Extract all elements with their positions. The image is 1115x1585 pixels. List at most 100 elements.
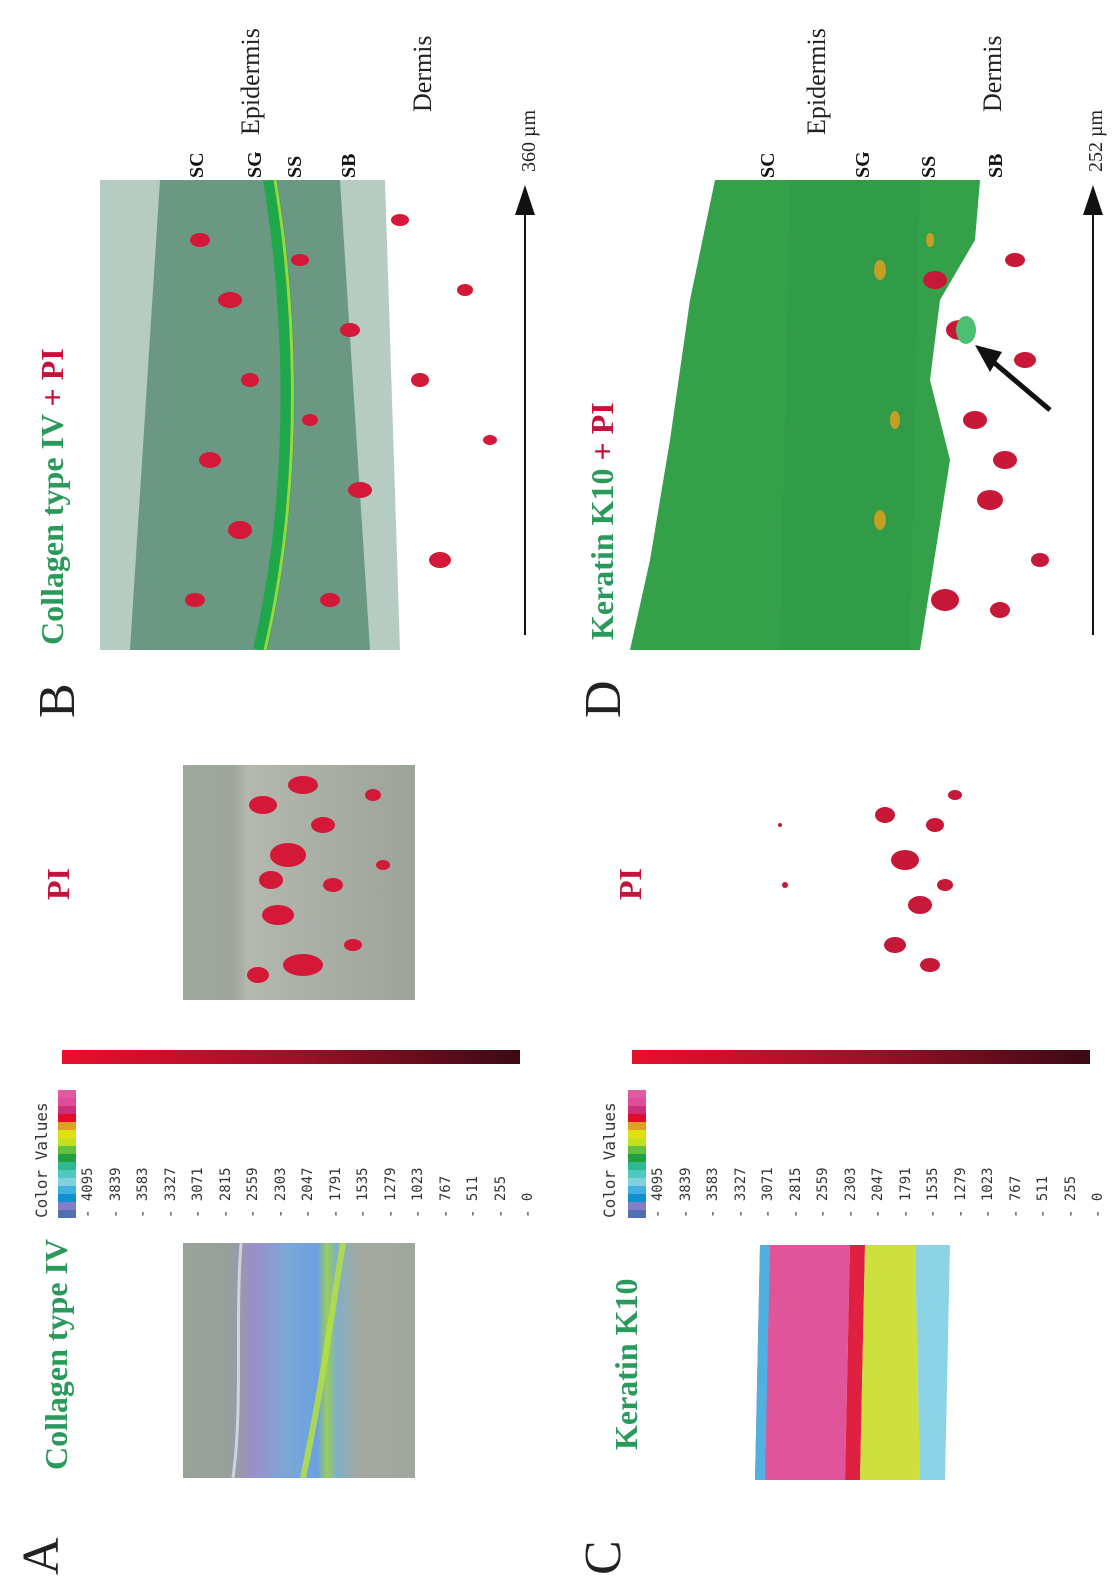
pi-nuclei-top <box>247 776 390 983</box>
colorbar-bottom-tick-2303: - 2303 <box>842 1167 859 1218</box>
panel-b-title-red: PI <box>34 348 70 381</box>
red-gradient-bar-top <box>62 1050 520 1064</box>
colorbar-top-tick-1535: - 1535 <box>355 1167 371 1218</box>
merge-d-art <box>630 180 1060 650</box>
colorbar-bottom-swatch-11 <box>628 1178 646 1186</box>
colorbar-bottom-tick-1279: - 1279 <box>952 1167 969 1218</box>
colorbar-bottom-swatch-9 <box>628 1162 646 1170</box>
colorbar-top-swatch-15 <box>58 1210 76 1218</box>
scale-arrow-b <box>515 185 535 635</box>
colorbar-bottom-swatch-8 <box>628 1154 646 1162</box>
colorbar-top-tick-3583: - 3583 <box>135 1167 151 1218</box>
region-dermis-d: Dermis <box>978 35 1007 112</box>
panel-d-title: Keratin K10 + PI <box>584 402 621 640</box>
panel-letter-a: A <box>13 1537 70 1575</box>
merge-image-d <box>630 180 1060 650</box>
colorbar-top-swatch-7 <box>58 1146 76 1154</box>
colorbar-bottom-tick-3327: - 3327 <box>732 1167 749 1218</box>
colorbar-bottom-tick-4095: - 4095 <box>650 1167 666 1218</box>
region-epidermis-d: Epidermis <box>802 28 831 135</box>
colorbar-bottom-swatch-13 <box>628 1194 646 1202</box>
colorbar-swatches-top <box>58 1090 76 1218</box>
colorbar-top-tick-2815: - 2815 <box>217 1167 234 1218</box>
colorbar-bottom-swatch-1 <box>628 1098 646 1106</box>
colorbar-top-tick-0: - 0 <box>520 1192 536 1218</box>
panel-letter-b: B <box>29 683 86 718</box>
keratin-layers <box>755 1245 950 1480</box>
colorbar-top-tick-255: - 255 <box>492 1175 509 1218</box>
colorbar-bottom-swatch-6 <box>628 1138 646 1146</box>
panel-b-title-green: Collagen type IV <box>34 414 70 645</box>
colorbar-bottom-tick-1535: - 1535 <box>925 1167 941 1218</box>
colorbar-bottom-tick-1791: - 1791 <box>897 1167 914 1218</box>
colorbar-top-tick-1279: - 1279 <box>382 1167 399 1218</box>
layer-label-sc-d: SC <box>757 152 779 178</box>
layer-label-sb-d: SB <box>985 153 1007 178</box>
panel-d-title-red: PI <box>584 402 620 435</box>
pi-phase-image-top <box>183 765 415 1000</box>
colorbar-top-swatch-14 <box>58 1202 76 1210</box>
keratin-image <box>755 1245 965 1480</box>
colorbar-bottom-tick-2559: - 2559 <box>815 1167 831 1218</box>
colorbar-bottom-tick-255: - 255 <box>1062 1175 1079 1218</box>
colorbar-top-swatch-5 <box>58 1130 76 1138</box>
region-epidermis-b: Epidermis <box>236 28 265 135</box>
layer-label-sg-d: SG <box>852 151 874 178</box>
merge-b-art <box>100 180 520 650</box>
panel-b-title: Collagen type IV + PI <box>34 348 71 645</box>
region-dermis-b: Dermis <box>408 35 437 112</box>
colorbar-bottom-swatch-7 <box>628 1146 646 1154</box>
colorbar-top-tick-3071: - 3071 <box>190 1167 206 1218</box>
colorbar-bottom-tick-3071: - 3071 <box>760 1167 776 1218</box>
layer-label-ss-d: SS <box>918 155 940 178</box>
colorbar-top-swatch-6 <box>58 1138 76 1146</box>
scale-label-d: 252 µm <box>1085 109 1107 172</box>
panel-c-title: Keratin K10 <box>608 1278 644 1450</box>
colorbar-top-swatch-8 <box>58 1154 76 1162</box>
panel-letter-c: C <box>575 1540 632 1575</box>
colorbar-top-tick-4095: - 4095 <box>80 1167 96 1218</box>
merge-image-b <box>100 180 520 650</box>
colorbar-top-swatch-0 <box>58 1090 76 1098</box>
colorbar-bottom-tick-3583: - 3583 <box>705 1167 721 1218</box>
layer-label-sb-b: SB <box>338 153 360 178</box>
layer-label-ss-b: SS <box>284 155 306 178</box>
colorbar-top-tick-2047: - 2047 <box>300 1167 316 1218</box>
colorbar-top-swatch-10 <box>58 1170 76 1178</box>
colorbar-bottom-tick-2815: - 2815 <box>787 1167 804 1218</box>
panel-d-title-plus: + <box>584 434 620 469</box>
colorbar-ticks-top: - 4095 - 3839 - 3583 - 3327 - 3071 - 2815 - 25… <box>80 1080 536 1220</box>
colorbar-bottom-tick-2047: - 2047 <box>870 1167 886 1218</box>
colorbar-bottom-tick-767: - 767 <box>1007 1175 1024 1218</box>
pi-nuclei-bottom <box>778 790 962 972</box>
colorbar-swatches-bottom <box>628 1090 646 1218</box>
colorbar-top-tick-1791: - 1791 <box>327 1167 344 1218</box>
colorbar-top-tick-511: - 511 <box>465 1175 481 1218</box>
colorbar-top-swatch-3 <box>58 1114 76 1122</box>
pi-label-bottom: PI <box>612 868 648 900</box>
colorbar-top-swatch-2 <box>58 1106 76 1114</box>
panel-b-title-plus: + <box>34 380 70 415</box>
colorbar-heading-top: Color Values <box>32 1102 51 1218</box>
colorbar-bottom-swatch-10 <box>628 1170 646 1178</box>
colorbar-bottom-tick-1023: - 1023 <box>980 1167 996 1218</box>
colorbar-top-tick-2559: - 2559 <box>245 1167 261 1218</box>
colorbar-bottom-swatch-0 <box>628 1090 646 1098</box>
layer-label-sc-b: SC <box>186 152 208 178</box>
colorbar-bottom-tick-511: - 511 <box>1035 1175 1051 1218</box>
colorbar-bottom-swatch-5 <box>628 1130 646 1138</box>
colorbar-top-swatch-12 <box>58 1186 76 1194</box>
red-gradient-bar-bottom <box>632 1050 1090 1064</box>
colorbar-top-tick-3327: - 3327 <box>162 1167 179 1218</box>
colorbar-bottom-swatch-14 <box>628 1202 646 1210</box>
colorbar-bottom-tick-0: - 0 <box>1090 1192 1106 1218</box>
colorbar-top-tick-767: - 767 <box>437 1175 454 1218</box>
colorbar-bottom-swatch-2 <box>628 1106 646 1114</box>
colorbar-top-tick-3839: - 3839 <box>107 1167 124 1218</box>
collagen-image <box>183 1243 415 1478</box>
colorbar-top-tick-1023: - 1023 <box>410 1167 426 1218</box>
collagen-band <box>231 1243 346 1478</box>
scale-label-b: 360 µm <box>518 109 540 172</box>
colorbar-top-swatch-4 <box>58 1122 76 1130</box>
colorbar-top-tick-2303: - 2303 <box>272 1167 289 1218</box>
